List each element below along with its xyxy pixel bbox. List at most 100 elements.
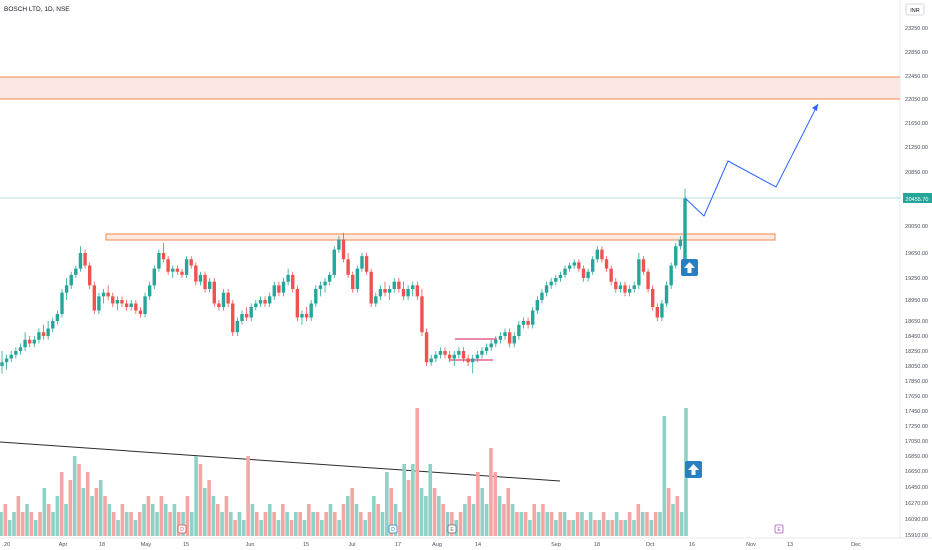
candle-body: [623, 285, 627, 293]
currency-badge[interactable]: [905, 3, 925, 16]
svg-text:D: D: [391, 527, 395, 533]
volume-bar: [441, 504, 446, 536]
candle-body: [217, 303, 221, 307]
time-tick-label: Apr: [59, 542, 68, 548]
event-badge[interactable]: E: [447, 524, 457, 534]
time-tick-label: 13: [787, 542, 793, 548]
candle: [87, 262, 92, 289]
volume-bar: [155, 512, 159, 536]
volume-bar: [181, 512, 185, 536]
candle: [327, 271, 332, 286]
candle-body: [577, 262, 581, 269]
volume-bar: [272, 512, 276, 536]
time-tick-label: Oct: [646, 542, 655, 548]
price-tick-label: 18250.00: [905, 349, 928, 355]
candle-body: [674, 246, 678, 266]
volume-bar: [267, 504, 272, 536]
price-tick-label: 17050.00: [905, 439, 928, 445]
candle-body: [567, 265, 572, 269]
candle-body: [240, 314, 244, 321]
candle-body: [351, 274, 355, 289]
volume-bar: [333, 512, 337, 536]
volume-bar: [402, 464, 406, 536]
candle: [134, 300, 138, 314]
candle: [295, 285, 300, 321]
event-badge[interactable]: E: [774, 524, 784, 534]
candle-body: [383, 289, 387, 293]
candle-body: [507, 332, 512, 344]
candle: [567, 262, 572, 272]
candle-body: [457, 351, 461, 355]
volume-bar: [619, 520, 623, 536]
volume-bar: [497, 496, 502, 536]
candle-body: [55, 314, 60, 321]
candle: [0, 351, 4, 374]
candle: [189, 256, 193, 269]
volume-bar: [259, 520, 263, 536]
candle-body: [291, 274, 295, 289]
candle: [240, 310, 244, 325]
volume-signal-up-icon[interactable]: [685, 461, 702, 478]
signal-up-icon[interactable]: [681, 259, 698, 276]
candle-body: [392, 281, 396, 289]
volume-bar: [276, 520, 281, 536]
volume-bar: [623, 520, 628, 536]
candle-body: [512, 336, 516, 344]
volume-bar: [150, 504, 155, 536]
candle: [512, 332, 516, 348]
candle-body: [364, 256, 369, 272]
volume-bar: [25, 504, 29, 536]
candle-body: [581, 268, 586, 278]
candle: [411, 281, 415, 297]
volume-bar: [3, 504, 8, 536]
candle-body: [74, 268, 78, 275]
price-tick-label: 21650.00: [905, 121, 928, 127]
candle-body: [360, 256, 364, 269]
candle: [111, 292, 115, 307]
candle-body: [664, 285, 669, 304]
candle-body: [138, 310, 143, 314]
time-tick-label: 14: [475, 542, 481, 548]
candle: [272, 281, 276, 300]
volume-bar: [480, 488, 485, 536]
candle: [420, 289, 424, 336]
candle: [157, 249, 161, 272]
candle-body: [203, 274, 207, 289]
volume-bar: [29, 512, 34, 536]
volume-bar: [588, 512, 593, 536]
candle-body: [106, 292, 110, 297]
volume-bar: [98, 480, 103, 536]
candle-body: [254, 303, 258, 307]
event-badge[interactable]: D: [388, 524, 398, 534]
candle-body: [558, 274, 563, 278]
time-tick-label: Jul: [348, 542, 355, 548]
candle-body: [494, 339, 498, 344]
candle-body: [443, 351, 447, 355]
volume-bar: [298, 512, 302, 536]
candle: [32, 336, 37, 348]
volume-bar: [220, 512, 224, 536]
candle: [632, 281, 636, 293]
candle: [60, 289, 64, 318]
volume-bar: [584, 520, 589, 536]
candle: [517, 321, 521, 340]
volume-bar: [385, 472, 389, 536]
candle-body: [641, 259, 646, 272]
volume-bar: [532, 504, 537, 536]
candle-body: [92, 285, 96, 311]
volume-bar: [111, 512, 116, 536]
time-tick-label: May: [141, 542, 152, 548]
candle: [471, 354, 475, 374]
candle: [97, 292, 101, 314]
candle-body: [526, 321, 530, 325]
event-badge[interactable]: D: [177, 524, 187, 534]
volume-bar: [133, 520, 138, 536]
volume-bar: [662, 416, 667, 536]
candle-body: [535, 300, 540, 311]
candle: [235, 317, 240, 336]
candle-body: [207, 281, 212, 289]
candle-body: [300, 314, 304, 318]
candle-body: [554, 278, 558, 282]
candle: [138, 307, 143, 318]
